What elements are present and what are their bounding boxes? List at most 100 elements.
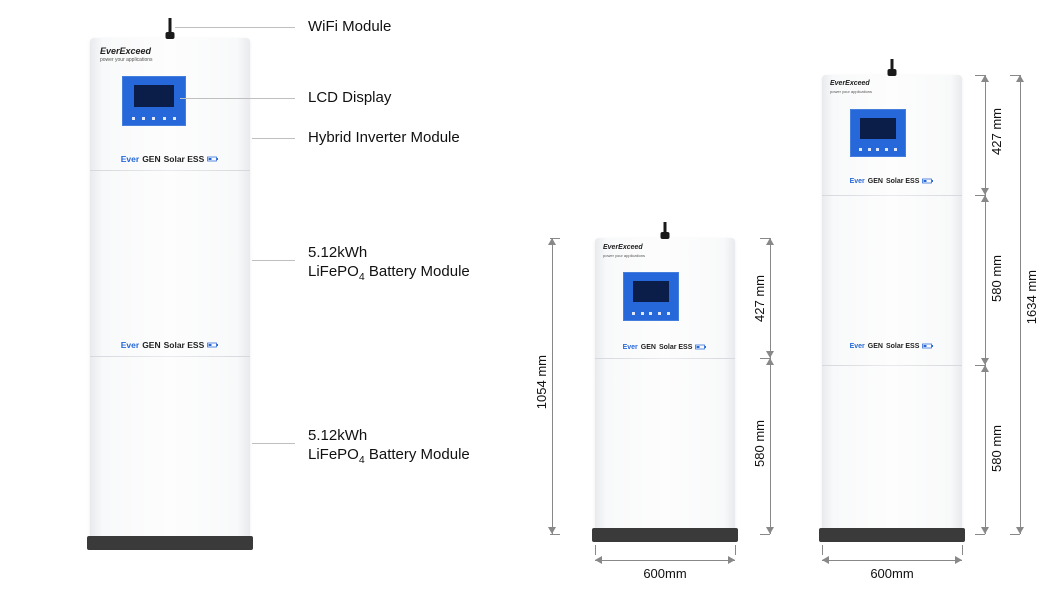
diagram-stage: EverExceed power your applications EverG… [0, 0, 1060, 597]
device-left: EverExceed power your applications EverG… [90, 38, 250, 542]
arrow-down-icon [981, 527, 989, 534]
dim-line [985, 365, 986, 534]
module-divider [595, 358, 735, 359]
dim-line [595, 560, 735, 561]
dim-tick [962, 545, 963, 555]
lcd-display [122, 76, 186, 126]
product-band: EverGEN Solar ESS [595, 340, 735, 354]
device-right: EverExceed power your applications EverG… [822, 75, 962, 534]
lcd-display [850, 109, 906, 157]
band-brand-b: GEN [142, 340, 160, 350]
module-divider [90, 356, 250, 357]
battery-icon [922, 342, 934, 350]
band-brand-b: GEN [641, 344, 656, 351]
battery-icon [207, 155, 219, 163]
battery-type-b: Battery Module [365, 446, 470, 463]
product-band: EverGEN Solar ESS [90, 337, 250, 353]
arrow-left-icon [822, 556, 829, 564]
dim-line [770, 358, 771, 534]
module-divider [90, 170, 250, 171]
band-brand-c: Solar ESS [164, 154, 205, 164]
wifi-knob-icon [888, 69, 897, 76]
callout-wifi: WiFi Module [308, 18, 391, 37]
battery-type-b: Battery Module [365, 263, 470, 280]
dim-line [985, 195, 986, 365]
band-brand-b: GEN [142, 154, 160, 164]
arrow-down-icon [766, 527, 774, 534]
dim-mid-right: 580 mm [989, 255, 1004, 302]
product-band: EverGEN Solar ESS [822, 174, 962, 188]
brand-logo: EverExceed [830, 80, 870, 87]
callout-battery-1: 5.12kWh LiFePO4 Battery Module [308, 244, 470, 284]
callout-battery-2: 5.12kWh LiFePO4 Battery Module [308, 427, 470, 467]
dim-tick [1010, 534, 1020, 535]
module-divider [822, 195, 962, 196]
device-mid: EverExceed power your applications EverG… [595, 238, 735, 534]
arrow-up-icon [766, 238, 774, 245]
band-brand-b: GEN [868, 178, 883, 185]
band-brand-c: Solar ESS [659, 344, 692, 351]
arrow-left-icon [595, 556, 602, 564]
arrow-down-icon [548, 527, 556, 534]
callout-line [252, 260, 295, 261]
battery-kwh: 5.12kWh [308, 244, 367, 261]
arrow-up-icon [981, 365, 989, 372]
dim-width-mid: 600mm [643, 566, 686, 581]
dim-line [985, 75, 986, 195]
callout-line [180, 98, 295, 99]
arrow-down-icon [1016, 527, 1024, 534]
product-band: EverGEN Solar ESS [822, 339, 962, 353]
dim-line [552, 238, 553, 534]
lcd-screen-icon [134, 85, 175, 107]
dim-tick [550, 534, 560, 535]
arrow-down-icon [981, 188, 989, 195]
brand-logo: EverExceed [100, 46, 151, 56]
band-brand-b: GEN [868, 343, 883, 350]
battery-kwh: 5.12kWh [308, 427, 367, 444]
lcd-buttons-icon [122, 117, 186, 120]
dim-tick [822, 545, 823, 555]
arrow-down-icon [981, 358, 989, 365]
lcd-screen-icon [860, 118, 896, 139]
battery-type-a: LiFePO [308, 446, 359, 463]
module-divider [822, 365, 962, 366]
dim-tick [595, 545, 596, 555]
dim-tick [975, 534, 985, 535]
arrow-up-icon [766, 358, 774, 365]
dim-tick [735, 545, 736, 555]
dim-width-right: 600mm [870, 566, 913, 581]
band-brand-a: Ever [121, 340, 139, 350]
brand-tagline: power your applications [100, 57, 153, 63]
dim-top-mid: 427 mm [752, 275, 767, 322]
callout-line [252, 138, 295, 139]
battery-icon [922, 177, 934, 185]
band-brand-c: Solar ESS [886, 343, 919, 350]
brand-tagline: power your applications [603, 253, 645, 258]
dim-top-right: 427 mm [989, 108, 1004, 155]
device-base [592, 528, 738, 542]
dim-total-right: 1634 mm [1024, 270, 1039, 324]
arrow-right-icon [955, 556, 962, 564]
band-brand-c: Solar ESS [886, 178, 919, 185]
lcd-display [623, 272, 679, 321]
brand-tagline: power your applications [830, 89, 872, 94]
wifi-knob-icon [166, 32, 175, 39]
arrow-up-icon [981, 195, 989, 202]
lcd-buttons-icon [850, 148, 906, 151]
band-brand-c: Solar ESS [164, 340, 205, 350]
callout-line [252, 443, 295, 444]
dim-line [770, 238, 771, 358]
band-brand-a: Ever [850, 343, 865, 350]
callout-lcd: LCD Display [308, 89, 391, 108]
dim-bottom-mid: 580 mm [752, 420, 767, 467]
band-brand-a: Ever [623, 344, 638, 351]
device-base [87, 536, 253, 550]
arrow-up-icon [1016, 75, 1024, 82]
battery-type-a: LiFePO [308, 263, 359, 280]
dim-tick [760, 534, 770, 535]
dim-bottom-right: 580 mm [989, 425, 1004, 472]
arrow-up-icon [548, 238, 556, 245]
dim-total-mid: 1054 mm [534, 355, 549, 409]
wifi-knob-icon [661, 232, 670, 239]
arrow-up-icon [981, 75, 989, 82]
